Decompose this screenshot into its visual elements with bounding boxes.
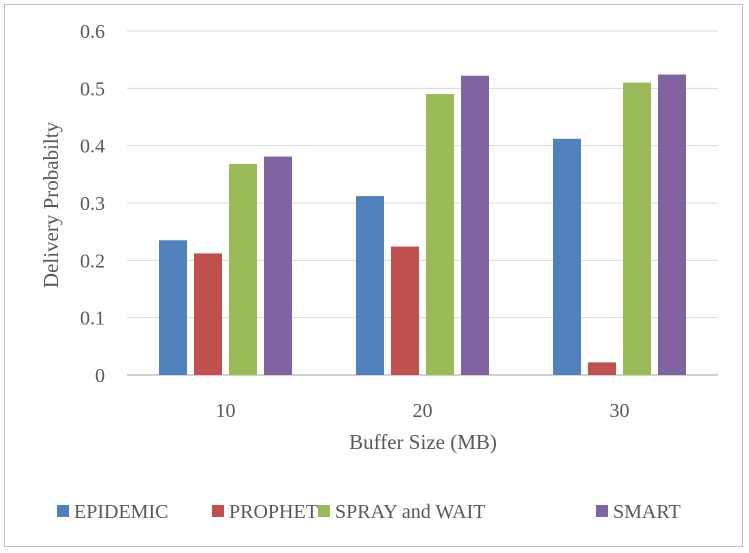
x-axis-title: Buffer Size (MB) [349, 430, 497, 454]
y-tick-label: 0 [95, 365, 105, 387]
bar-spray-and-wait-30 [623, 82, 651, 375]
y-tick-label: 0.2 [80, 250, 105, 272]
y-tick-label: 0.1 [80, 308, 105, 330]
legend-label-epidemic: EPIDEMIC [74, 501, 168, 523]
x-tick-label: 20 [413, 400, 433, 422]
legend-swatch-spray-and-wait [318, 505, 330, 517]
bar-prophet-20 [391, 246, 419, 375]
legend-swatch-smart [596, 505, 608, 517]
legend-label-smart: SMART [613, 501, 681, 523]
bar-smart-20 [461, 75, 489, 375]
bar-prophet-10 [194, 253, 222, 375]
x-tick-label: 10 [216, 400, 236, 422]
bar-smart-10 [264, 156, 292, 375]
x-axis-tick-labels: 10 20 30 [216, 400, 630, 422]
legend-swatch-epidemic [57, 505, 69, 517]
y-tick-label: 0.3 [80, 193, 105, 215]
x-tick-label: 30 [610, 400, 630, 422]
bar-spray-and-wait-10 [229, 164, 257, 375]
y-tick-label: 0.4 [80, 136, 105, 158]
legend-swatch-prophet [212, 505, 224, 517]
bar-smart-30 [658, 74, 686, 375]
legend-label-spray-and-wait: SPRAY and WAIT [335, 501, 485, 523]
bar-epidemic-10 [159, 240, 187, 375]
y-axis-title: Delivery Probabilty [39, 121, 63, 288]
y-tick-label: 0.5 [80, 78, 105, 100]
bar-prophet-30 [588, 362, 616, 375]
y-axis-tick-labels: 0 0.1 0.2 0.3 0.4 0.5 0.6 [80, 21, 105, 387]
bars [159, 74, 686, 376]
legend: EPIDEMIC PROPHET SPRAY and WAIT SMART [57, 501, 681, 523]
bar-spray-and-wait-20 [426, 94, 454, 376]
gridlines [127, 30, 718, 376]
y-tick-label: 0.6 [80, 21, 105, 43]
bar-epidemic-20 [356, 196, 384, 375]
bar-epidemic-30 [553, 138, 581, 375]
legend-label-prophet: PROPHET [229, 501, 318, 523]
